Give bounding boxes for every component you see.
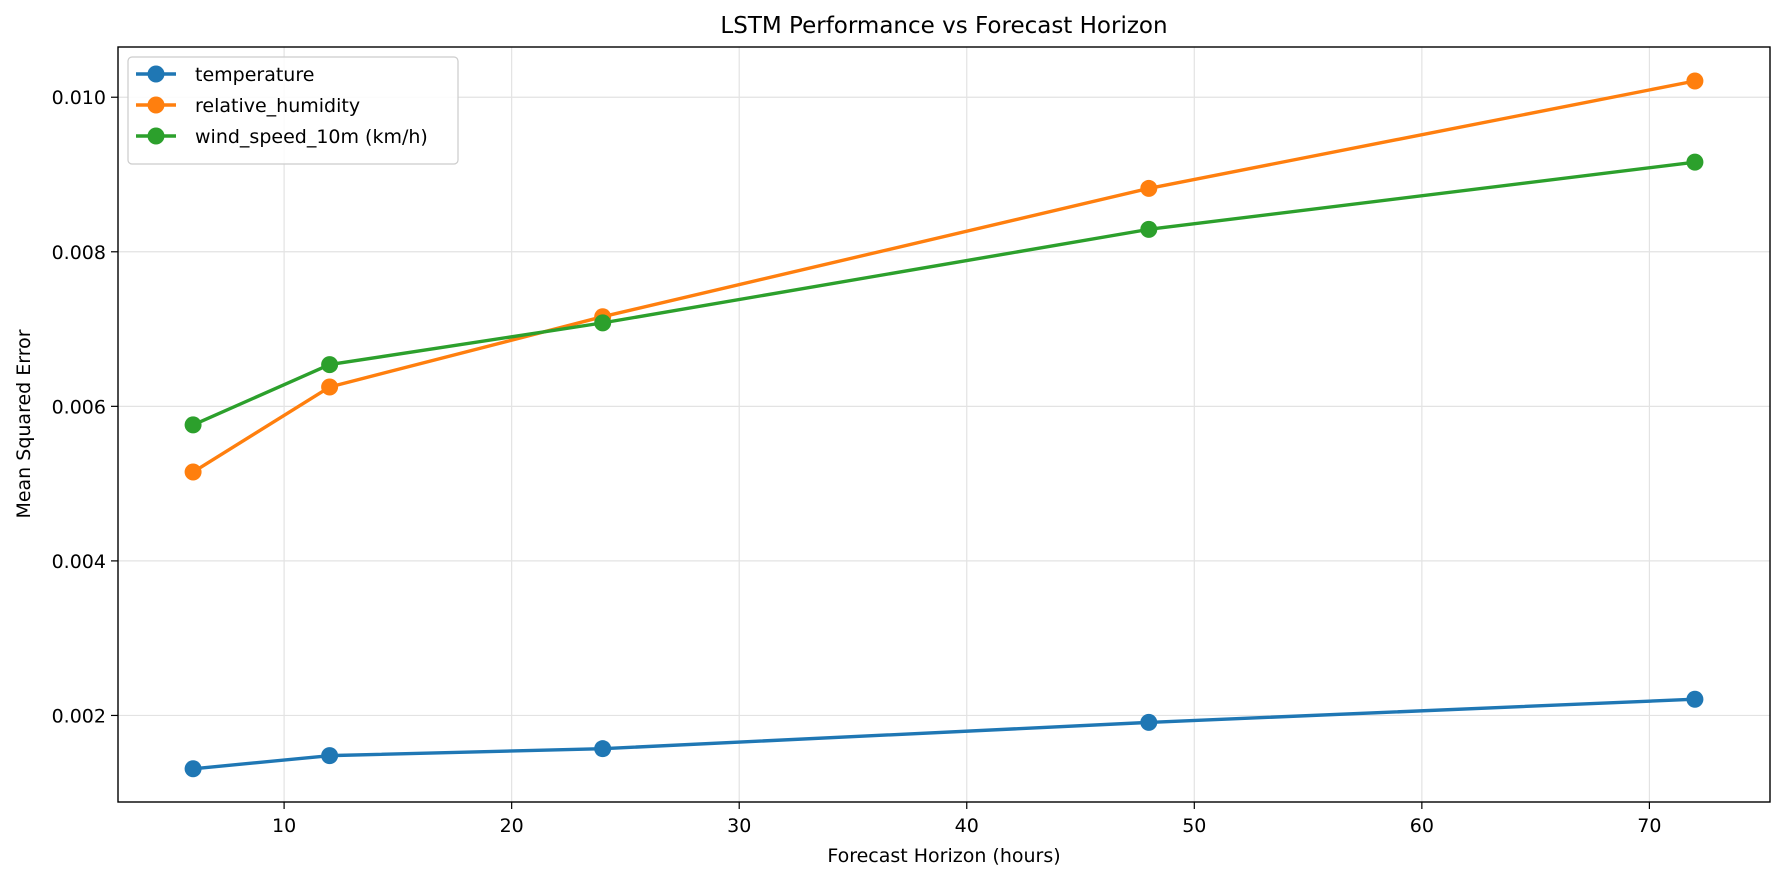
legend-swatch-marker <box>147 65 165 83</box>
data-point <box>1140 713 1158 731</box>
legend-label: wind_speed_10m (km/h) <box>195 126 428 148</box>
legend: temperature relative_humidity wind_speed_1… <box>127 56 459 165</box>
axis-ticks: 10 20 30 40 50 60 70 0.002 0.004 0.006 0.008 0.010 <box>52 87 1662 837</box>
legend-swatch-marker <box>147 127 165 145</box>
y-tick-label: 0.002 <box>52 705 106 727</box>
plot-frame <box>117 46 1771 803</box>
data-point <box>1686 72 1704 90</box>
x-tick-label: 30 <box>727 815 751 837</box>
legend-label: relative_humidity <box>195 95 360 117</box>
data-point <box>184 463 202 481</box>
data-point <box>1686 153 1704 171</box>
x-tick-label: 10 <box>272 815 296 837</box>
legend-item: temperature <box>136 64 314 86</box>
data-point <box>321 356 339 374</box>
series-2 <box>184 153 1704 434</box>
legend-label: temperature <box>195 64 314 86</box>
legend-swatch-marker <box>147 96 165 114</box>
y-tick-label: 0.010 <box>52 87 106 109</box>
data-point <box>321 378 339 396</box>
data-point <box>594 314 612 332</box>
legend-item: relative_humidity <box>136 95 360 117</box>
x-tick-label: 70 <box>1637 815 1661 837</box>
data-point <box>1140 220 1158 238</box>
y-tick-label: 0.004 <box>52 551 106 573</box>
x-tick-label: 40 <box>955 815 979 837</box>
legend-item: wind_speed_10m (km/h) <box>136 126 428 148</box>
data-point <box>1686 690 1704 708</box>
x-axis-label: Forecast Horizon (hours) <box>827 845 1060 867</box>
data-point <box>1140 179 1158 197</box>
x-tick-label: 50 <box>1182 815 1206 837</box>
series-lines <box>184 72 1704 778</box>
data-point <box>321 747 339 765</box>
data-point <box>184 416 202 434</box>
grid <box>118 47 1770 802</box>
data-point <box>594 740 612 758</box>
y-tick-label: 0.008 <box>52 242 106 264</box>
legend-box <box>127 56 459 165</box>
chart-title: LSTM Performance vs Forecast Horizon <box>720 13 1167 39</box>
y-axis-label: Mean Squared Error <box>13 329 35 518</box>
y-tick-label: 0.006 <box>52 396 106 418</box>
x-tick-label: 20 <box>500 815 524 837</box>
series-0 <box>184 690 1704 778</box>
data-point <box>184 760 202 778</box>
x-tick-label: 60 <box>1410 815 1434 837</box>
